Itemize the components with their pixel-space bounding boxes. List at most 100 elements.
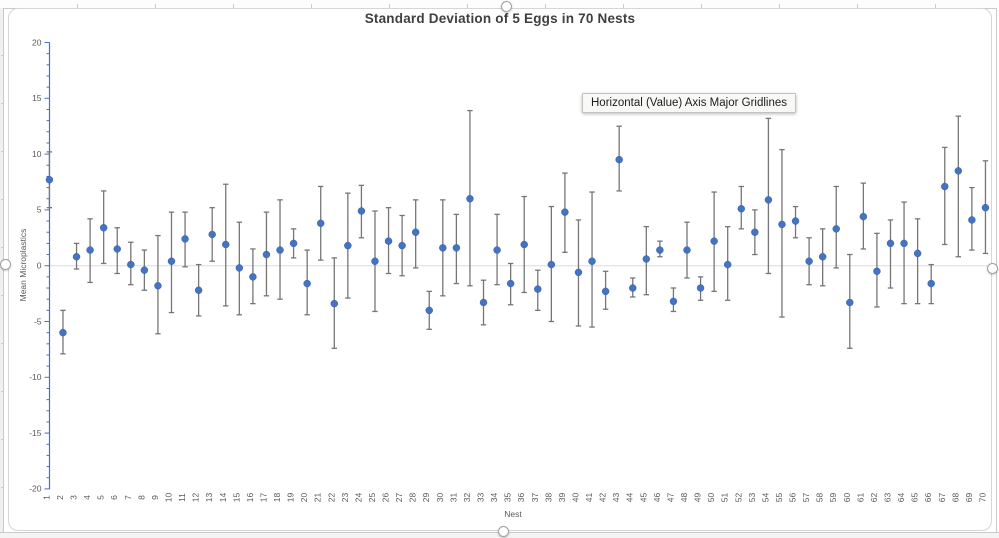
data-point-marker[interactable]: [574, 268, 583, 277]
data-point-group[interactable]: [886, 219, 895, 289]
selection-handle-top-center[interactable]: [501, 1, 512, 12]
data-point-group[interactable]: [642, 225, 651, 296]
data-point-marker[interactable]: [466, 195, 474, 203]
data-point-group[interactable]: [466, 109, 474, 287]
data-point-group[interactable]: [45, 151, 54, 209]
data-point-group[interactable]: [411, 199, 420, 269]
data-point-marker[interactable]: [113, 245, 121, 253]
data-point-group[interactable]: [357, 184, 366, 239]
data-point-group[interactable]: [737, 185, 745, 230]
data-point-group[interactable]: [859, 182, 868, 250]
selection-handle-bottom-center[interactable]: [498, 526, 509, 537]
data-point-marker[interactable]: [72, 253, 81, 261]
data-point-group[interactable]: [249, 248, 257, 305]
data-point-group[interactable]: [344, 192, 352, 299]
data-point-marker[interactable]: [235, 264, 244, 272]
data-point-marker[interactable]: [208, 230, 216, 239]
data-point-marker[interactable]: [262, 250, 271, 259]
data-point-marker[interactable]: [425, 306, 433, 315]
data-point-marker[interactable]: [520, 240, 528, 249]
data-point-group[interactable]: [303, 249, 311, 316]
data-point-marker[interactable]: [805, 257, 813, 265]
data-point-group[interactable]: [873, 232, 881, 308]
data-point-marker[interactable]: [561, 208, 569, 216]
data-point-marker[interactable]: [398, 241, 406, 250]
data-point-marker[interactable]: [167, 257, 176, 265]
data-point-group[interactable]: [99, 190, 108, 265]
series-mean-microplastics[interactable]: [45, 109, 990, 355]
data-point-marker[interactable]: [181, 235, 189, 243]
data-point-group[interactable]: [710, 191, 718, 293]
data-point-marker[interactable]: [927, 279, 935, 288]
data-point-marker[interactable]: [601, 287, 610, 296]
data-point-group[interactable]: [588, 191, 596, 328]
data-point-marker[interactable]: [222, 240, 230, 249]
data-point-group[interactable]: [751, 209, 759, 256]
data-point-group[interactable]: [927, 263, 935, 305]
data-point-group[interactable]: [791, 205, 800, 239]
data-point-group[interactable]: [72, 242, 81, 270]
data-point-group[interactable]: [262, 211, 271, 297]
data-point-marker[interactable]: [683, 246, 691, 254]
data-point-marker[interactable]: [859, 212, 868, 221]
data-point-marker[interactable]: [479, 298, 488, 307]
data-point-group[interactable]: [208, 207, 216, 262]
data-point-marker[interactable]: [968, 216, 976, 224]
data-point-marker[interactable]: [615, 155, 623, 164]
data-point-group[interactable]: [317, 185, 325, 261]
data-point-group[interactable]: [561, 172, 569, 253]
data-point-marker[interactable]: [913, 249, 922, 258]
category-axis[interactable]: 1 2 3 4 5 6 7 8 9 10 11 12 13 14 15 16 17 18 19 20 21 22 23 24 2…: [41, 493, 987, 503]
data-point-marker[interactable]: [941, 182, 949, 191]
data-point-group[interactable]: [330, 257, 338, 349]
data-point-group[interactable]: [194, 263, 203, 317]
data-point-group[interactable]: [601, 270, 610, 310]
data-point-group[interactable]: [615, 125, 623, 192]
data-point-group[interactable]: [479, 279, 488, 326]
data-point-marker[interactable]: [289, 239, 298, 248]
data-point-marker[interactable]: [59, 328, 67, 337]
data-point-marker[interactable]: [832, 225, 840, 233]
data-point-marker[interactable]: [194, 286, 203, 294]
data-point-marker[interactable]: [737, 205, 745, 213]
data-point-group[interactable]: [629, 277, 637, 298]
data-point-group[interactable]: [113, 227, 121, 275]
selection-handle-left-middle[interactable]: [0, 259, 11, 270]
data-point-marker[interactable]: [846, 298, 854, 307]
data-point-marker[interactable]: [127, 260, 135, 269]
data-point-group[interactable]: [452, 213, 461, 285]
data-point-group[interactable]: [506, 262, 515, 306]
data-point-marker[interactable]: [981, 203, 990, 212]
data-point-group[interactable]: [439, 199, 447, 297]
data-point-group[interactable]: [574, 219, 583, 327]
data-point-group[interactable]: [900, 201, 908, 305]
value-axis[interactable]: 20 15 10 5 0 -5 -10 -15 -20: [29, 37, 51, 494]
chart-title[interactable]: Standard Deviation of 5 Eggs in 70 Nests: [364, 11, 636, 26]
data-point-marker[interactable]: [751, 228, 759, 236]
data-point-marker[interactable]: [696, 284, 705, 292]
data-point-marker[interactable]: [371, 257, 379, 265]
data-point-group[interactable]: [778, 148, 786, 318]
data-point-group[interactable]: [493, 213, 501, 286]
data-point-marker[interactable]: [724, 260, 732, 269]
data-point-marker[interactable]: [954, 167, 963, 175]
data-point-marker[interactable]: [303, 279, 311, 288]
data-point-marker[interactable]: [45, 176, 54, 184]
data-point-group[interactable]: [425, 290, 433, 330]
data-point-marker[interactable]: [344, 241, 352, 250]
data-point-group[interactable]: [968, 186, 976, 251]
data-point-marker[interactable]: [547, 260, 556, 269]
data-point-marker[interactable]: [886, 239, 895, 248]
data-point-group[interactable]: [289, 228, 298, 259]
data-point-marker[interactable]: [900, 239, 908, 248]
data-point-marker[interactable]: [629, 284, 637, 292]
data-point-group[interactable]: [669, 287, 678, 313]
data-point-group[interactable]: [167, 211, 176, 314]
data-point-marker[interactable]: [656, 246, 664, 254]
data-point-marker[interactable]: [411, 228, 420, 236]
data-point-marker[interactable]: [534, 285, 542, 293]
data-point-marker[interactable]: [493, 246, 501, 254]
data-point-group[interactable]: [140, 249, 149, 291]
data-point-group[interactable]: [981, 160, 990, 255]
